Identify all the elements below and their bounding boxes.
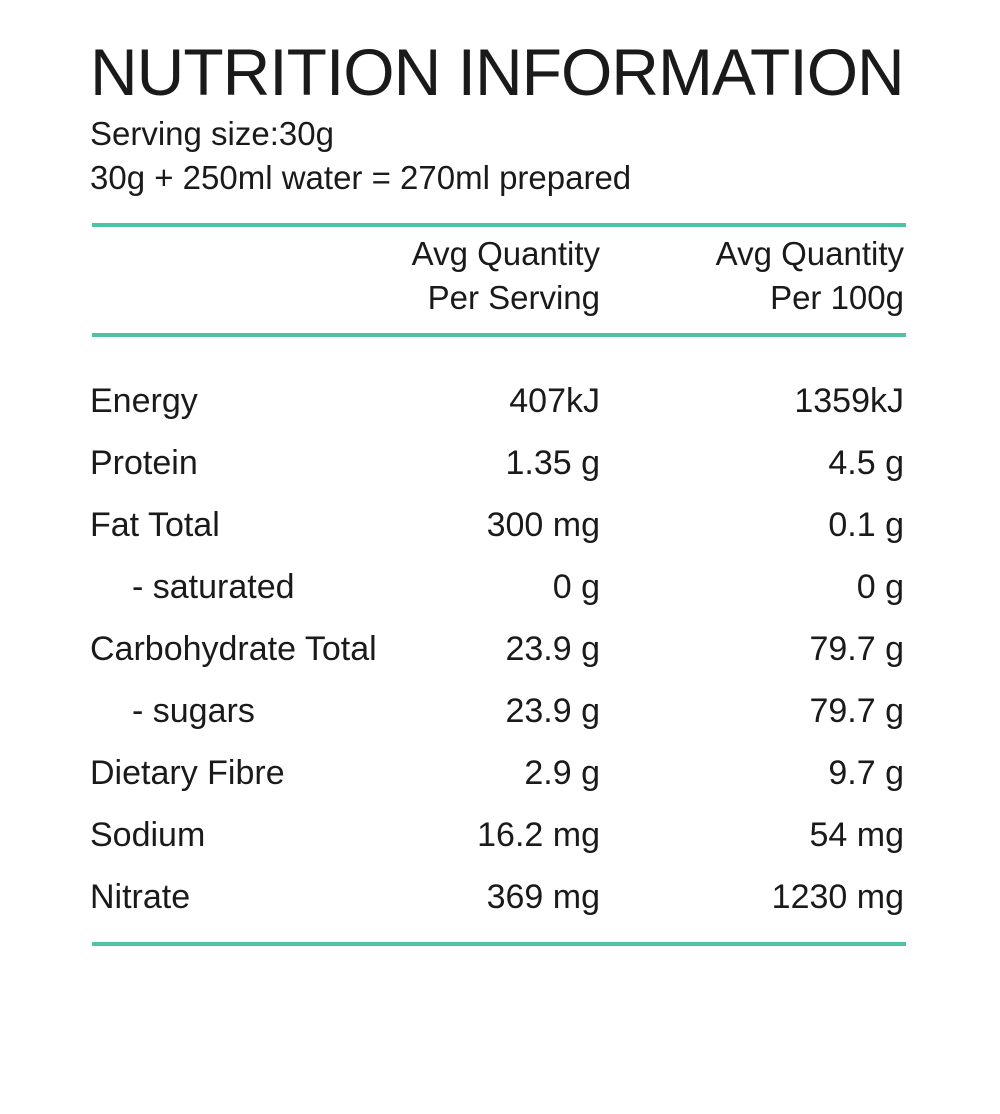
per-serving-value: 0 g — [552, 568, 600, 606]
per-100g-value: 4.5 g — [828, 444, 904, 482]
nutrition-table: Energy 407kJ 1359kJ Protein 1.35 g 4.5 g… — [90, 376, 906, 934]
table-header: Avg Quantity Per Serving Avg Quantity Pe… — [90, 232, 906, 328]
bottom-divider — [92, 942, 906, 946]
header-per-serving: Avg Quantity Per Serving — [412, 232, 600, 320]
table-row-protein: Protein 1.35 g 4.5 g — [90, 438, 906, 500]
per-100g-value: 0.1 g — [828, 506, 904, 544]
per-serving-value: 16.2 mg — [477, 816, 600, 854]
row-label: Carbohydrate Total — [90, 630, 377, 668]
page-title: NUTRITION INFORMATION — [90, 35, 905, 109]
row-label: Nitrate — [90, 878, 191, 916]
per-serving-value: 23.9 g — [505, 692, 600, 730]
per-100g-value: 9.7 g — [828, 754, 904, 792]
per-serving-value: 300 mg — [486, 506, 600, 544]
header-per-100g-line1: Avg Quantity — [715, 235, 904, 272]
per-serving-value: 23.9 g — [505, 630, 600, 668]
row-label: Dietary Fibre — [90, 754, 285, 792]
row-label: - sugars — [132, 692, 255, 730]
per-serving-value: 369 mg — [486, 878, 600, 916]
table-row-fat-total: Fat Total 300 mg 0.1 g — [90, 500, 906, 562]
row-label: Fat Total — [90, 506, 220, 544]
per-serving-value: 407kJ — [509, 382, 600, 420]
table-row-energy: Energy 407kJ 1359kJ — [90, 376, 906, 438]
header-per-100g: Avg Quantity Per 100g — [716, 232, 904, 320]
per-serving-value: 2.9 g — [524, 754, 600, 792]
table-row-nitrate: Nitrate 369 mg 1230 mg — [90, 872, 906, 934]
per-100g-value: 79.7 g — [809, 692, 904, 730]
per-100g-value: 79.7 g — [809, 630, 904, 668]
nutrition-heading-block: NUTRITION INFORMATION Serving size:30g 3… — [90, 36, 906, 200]
per-100g-value: 1359kJ — [794, 382, 904, 420]
table-row-sugars: - sugars 23.9 g 79.7 g — [90, 686, 906, 748]
row-label: Sodium — [90, 816, 206, 854]
per-100g-value: 1230 mg — [771, 878, 904, 916]
row-label: Protein — [90, 444, 198, 482]
table-row-dietary-fibre: Dietary Fibre 2.9 g 9.7 g — [90, 748, 906, 810]
table-row-sodium: Sodium 16.2 mg 54 mg — [90, 810, 906, 872]
prepared-note-text: 30g + 250ml water = 270ml prepared — [90, 159, 632, 196]
row-label: - saturated — [132, 568, 295, 606]
top-divider — [92, 223, 906, 227]
table-row-carbohydrate-total: Carbohydrate Total 23.9 g 79.7 g — [90, 624, 906, 686]
header-per-serving-line2: Per Serving — [427, 279, 600, 316]
per-100g-value: 54 mg — [809, 816, 905, 854]
per-serving-value: 1.35 g — [505, 444, 600, 482]
serving-size-text: Serving size:30g — [90, 115, 334, 152]
header-per-serving-line1: Avg Quantity — [411, 235, 600, 272]
per-100g-value: 0 g — [856, 568, 904, 606]
header-divider — [92, 333, 906, 337]
row-label: Energy — [90, 382, 198, 420]
table-row-saturated: - saturated 0 g 0 g — [90, 562, 906, 624]
header-per-100g-line2: Per 100g — [770, 279, 904, 316]
